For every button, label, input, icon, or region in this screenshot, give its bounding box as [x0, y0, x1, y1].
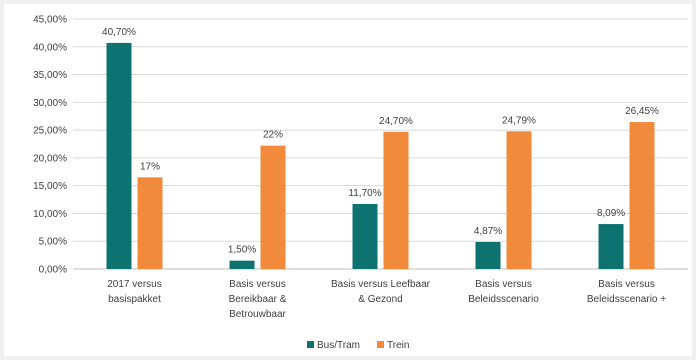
data-label: 40,70%: [102, 27, 136, 38]
data-label: 24,79%: [502, 115, 536, 126]
y-tick-label: 35,00%: [33, 70, 67, 81]
bar-bus-tram: [475, 241, 501, 269]
legend-swatch: [377, 341, 384, 348]
y-tick-label: 20,00%: [33, 153, 67, 164]
bar-bus-tram: [229, 260, 255, 269]
bar-trein: [383, 131, 409, 269]
x-tick-label: Beleidsscenario: [468, 294, 539, 305]
data-label: 11,70%: [348, 188, 381, 199]
y-tick-label: 0,00%: [39, 265, 67, 276]
x-tick-label: Basis versus: [598, 279, 655, 290]
data-label: 4,87%: [474, 226, 502, 237]
x-tick-label: 2017 versus: [107, 279, 161, 290]
legend-swatch: [307, 341, 314, 348]
bar-trein: [137, 177, 163, 269]
x-tick-label: basispakket: [108, 294, 161, 305]
y-tick-label: 30,00%: [33, 98, 67, 109]
bar-trein: [506, 131, 532, 269]
y-tick-label: 5,00%: [39, 237, 67, 248]
legend-label: Bus/Tram: [317, 340, 360, 351]
legend-label: Trein: [387, 340, 409, 351]
bar-bus-tram: [598, 224, 624, 269]
data-label: 17%: [140, 161, 160, 172]
x-tick-label: & Gezond: [358, 294, 402, 305]
x-tick-label: Basis versus: [475, 279, 532, 290]
bar-bus-tram: [106, 42, 132, 270]
y-tick-label: 15,00%: [33, 181, 67, 192]
x-tick-label: Betrouwbaar: [229, 309, 286, 320]
bar-trein: [629, 122, 655, 269]
data-label: 22%: [263, 130, 283, 141]
bar-bus-tram: [352, 204, 378, 269]
data-label: 26,45%: [625, 106, 659, 117]
y-tick-label: 45,00%: [33, 15, 67, 26]
x-tick-label: Basis versus Leefbaar: [331, 279, 431, 290]
x-tick-label: Basis versus: [229, 279, 286, 290]
data-label: 8,09%: [597, 208, 625, 219]
y-tick-label: 10,00%: [33, 209, 67, 220]
chart-frame: 0,00% 5,00% 10,00% 15,00% 20,00% 25,00% 30,00%…: [4, 4, 692, 356]
bar-trein: [260, 145, 286, 269]
bar-chart: 0,00% 5,00% 10,00% 15,00% 20,00% 25,00% 30,00%…: [33, 15, 688, 351]
y-tick-label: 40,00%: [33, 42, 67, 53]
x-tick-label: Beleidsscenario +: [587, 294, 666, 305]
data-label: 24,70%: [379, 116, 413, 127]
x-tick-label: Bereikbaar &: [229, 294, 287, 305]
y-tick-label: 25,00%: [33, 126, 67, 137]
data-label: 1,50%: [228, 245, 256, 256]
